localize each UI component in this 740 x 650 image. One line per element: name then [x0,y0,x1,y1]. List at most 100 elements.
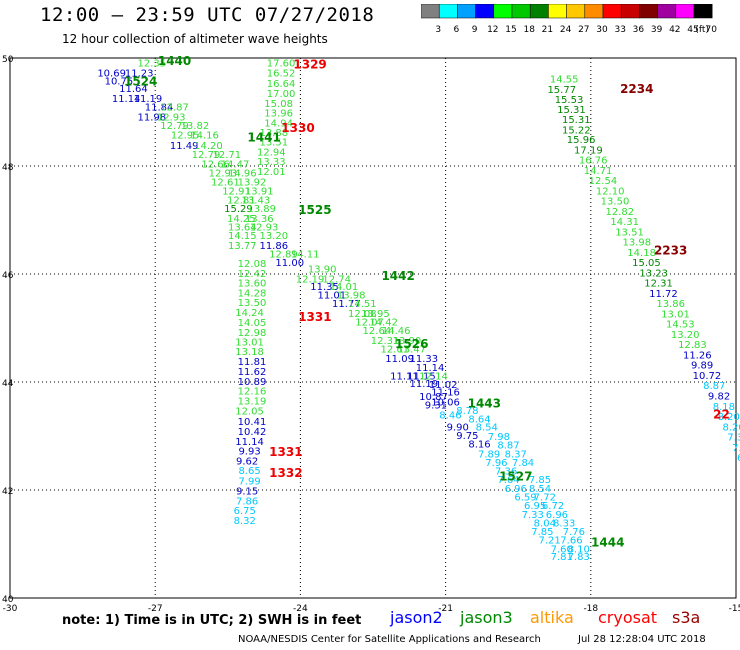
swh-value-label: 13.20 [671,330,700,341]
y-tick-label: 48 [2,163,14,173]
swh-value-label: 12.74 [322,274,351,285]
swh-value-label: 11.00 [275,258,304,269]
x-tick-label: -30 [3,604,18,614]
legend-bin-label: 21 [542,25,553,35]
swh-value-label: 12.10 [596,186,625,197]
swh-value-label: 8.10 [568,544,590,555]
swh-value-label: 9.62 [236,456,258,467]
swh-value-label: 13.43 [242,195,271,206]
swh-value-label: 10.42 [238,427,267,438]
swh-value-label: 13.98 [622,238,651,249]
swh-value-label: 12.83 [678,340,707,351]
swh-value-label: 12.42 [238,269,267,280]
swh-value-label: 13.20 [259,231,288,242]
swh-value-label: 12.87 [160,103,189,114]
swh-value-label: 11.26 [683,350,712,361]
swh-value-label: 13.19 [238,396,267,407]
footer-credit: NOAA/NESDIS Center for Satellite Applica… [238,634,541,645]
swh-value-label: 10.75 [105,77,134,88]
swh-value-label: 9.31 [425,401,447,412]
swh-value-label: 13.23 [639,268,668,279]
legend-bin-label: 33 [614,25,625,35]
legend-s3a: s3a [672,608,701,627]
swh-value-label: 12.89 [269,249,298,260]
swh-value-label: 15.29 [224,204,253,215]
swh-value-label: 15.96 [567,135,596,146]
x-tick-label: -15 [729,604,740,614]
swh-value-label: 11.33 [409,354,438,365]
swh-value-label: 12.64 [363,326,392,337]
swh-value-label: 11.84 [145,103,174,114]
swh-value-label: 15.08 [264,99,293,110]
swh-value-label: 7.85 [529,475,551,486]
legend-bin-label: 15 [505,25,516,35]
swh-value-label: 14.11 [291,249,320,260]
legend-bin-label: 3 [435,25,441,35]
swh-value-label: 9.89 [691,361,713,372]
swh-value-label: 10.41 [238,417,267,428]
swh-value-label: 11.23 [125,69,154,80]
swh-value-label: 11.16 [431,388,460,399]
swh-value-label: 12.93 [157,112,186,123]
swh-value-label: 7.21 [539,536,561,547]
swh-value-label: 11.19 [409,379,438,390]
swh-value-label: 14.15 [228,231,257,242]
swh-value-label: 8.20 [718,412,740,423]
swh-value-label: 8.64 [468,415,490,426]
legend-bin-label: 6 [454,25,460,35]
swh-value-label: 7.64 [497,475,519,486]
swh-value-label: 15.22 [562,125,591,136]
swh-value-label: 11.35 [310,282,339,293]
swh-value-label: 14.53 [666,320,695,331]
swh-value-label: 13.51 [615,227,644,238]
swh-value-label: 12.08 [238,259,267,270]
swh-value-label: 9.82 [708,392,730,403]
pass-time-label: 1526 [395,337,428,351]
swh-value-label: 7.33 [522,510,544,521]
swh-value-label: 7.86 [236,496,258,507]
swh-value-label: 12.01 [257,167,286,178]
swh-value-label: 13.50 [238,298,267,309]
swh-value-label: 12.19 [296,274,325,285]
swh-value-label: 9.93 [238,447,260,458]
legend-bin-label: 45 [687,25,698,35]
swh-value-label: 11.14 [235,437,264,448]
swh-value-label: 14.20 [194,141,223,152]
swh-value-label: 11.98 [137,112,166,123]
y-tick-label: 44 [2,379,14,389]
swh-value-label: 6.90 [737,453,740,464]
swh-value-label: 7.72 [534,492,556,503]
units-note: note: 1) Time is in UTC; 2) SWH is in fe… [62,613,362,628]
swh-value-label: 14.31 [610,217,639,228]
swh-value-label: 11.14 [416,363,445,374]
swh-value-label: 8.16 [468,440,490,451]
swh-value-label: 16.76 [579,156,608,167]
swh-value-label: 12.05 [235,407,264,418]
swh-value-label: 13.36 [245,214,274,225]
swh-value-label: 6.72 [542,501,564,512]
swh-value-label: 15.77 [547,85,576,96]
legend-jason2: jason2 [390,608,443,627]
swh-value-label: 14.71 [584,166,613,177]
swh-value-label: 9.75 [456,431,478,442]
legend-jason3: jason3 [460,608,513,627]
swh-value-label: 7.81 [551,552,573,563]
swh-value-label: 13.50 [601,197,630,208]
swh-value-label: 13.77 [228,241,257,252]
pass-time-label: 1524 [124,75,157,89]
swh-value-label: 7.66 [560,536,582,547]
pass-time-label: 1329 [293,57,326,71]
swh-value-label: 7.99 [238,476,260,487]
swh-value-label: 13.88 [259,128,288,139]
swh-value-label: 11.86 [259,241,288,252]
legend-bin-label: 27 [578,25,589,35]
legend-cryosat: cryosat [598,608,658,627]
swh-value-label: 8.32 [234,516,256,527]
swh-value-label: 11.49 [170,141,199,152]
swh-value-label: 12.81 [227,195,256,206]
swh-value-label: 12.71 [213,150,242,161]
swh-value-label: 12.54 [589,176,618,187]
swh-value-label: 8.78 [456,406,478,417]
swh-value-label: 8.87 [703,381,725,392]
